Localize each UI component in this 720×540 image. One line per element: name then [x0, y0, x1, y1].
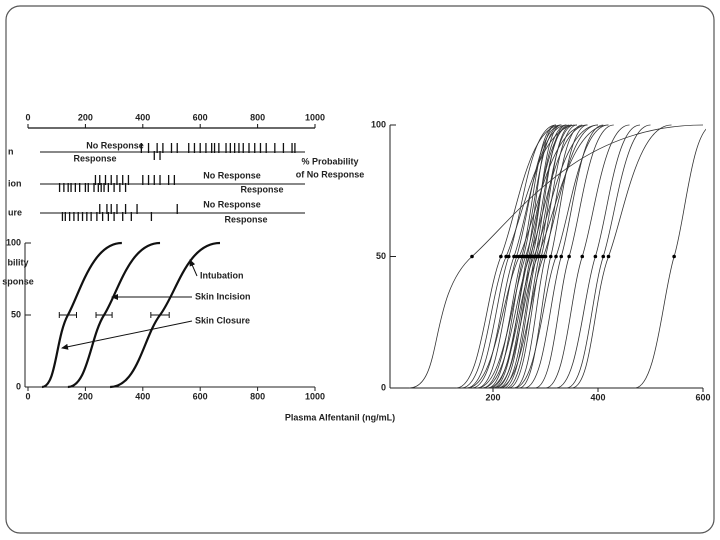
x-tick-label: 600 — [695, 392, 710, 402]
c50-point — [470, 254, 474, 259]
c50-point — [606, 254, 611, 259]
plot-area — [408, 124, 706, 389]
x-tick-label: 200 — [485, 392, 500, 402]
annotation-arrow — [61, 320, 193, 350]
y-tick-label: 0 — [16, 381, 21, 391]
lower-label: Response — [73, 153, 116, 163]
c50-point — [504, 254, 508, 259]
series-annotation: Skin Closure — [195, 315, 250, 325]
lower-label: Response — [240, 184, 283, 194]
c50-point — [554, 254, 558, 259]
c50-point — [559, 254, 564, 259]
upper-label: No Response — [86, 140, 144, 150]
y-axis-title: % Probability — [301, 156, 358, 166]
c50-point — [517, 254, 522, 259]
x-tick-label: 400 — [135, 112, 150, 122]
x-tick-label: 1000 — [305, 391, 325, 401]
c50-point — [514, 254, 519, 259]
row-label: ure — [8, 207, 22, 217]
lower-label: Response — [224, 214, 267, 224]
y-tick-label: 50 — [11, 309, 21, 319]
y-axis-title: of No Response — [296, 169, 365, 179]
x-tick-label: 800 — [250, 391, 265, 401]
c50-point — [580, 254, 585, 259]
c50-point — [672, 254, 676, 259]
y-tick-label: 0 — [381, 382, 386, 392]
upper-label: No Response — [203, 199, 261, 209]
y-tick-label: 100 — [6, 237, 21, 247]
y-axis-title: sponse — [2, 276, 34, 286]
slide-frame — [5, 5, 715, 534]
y-axis-title: bility — [7, 257, 28, 267]
x-tick-label: 0 — [25, 391, 30, 401]
upper-label: No Response — [203, 170, 261, 180]
row-label: ion — [8, 178, 22, 188]
row-label: n — [8, 146, 14, 156]
c50-point — [593, 254, 598, 259]
series-annotation: Intubation — [200, 270, 244, 280]
x-tick-label: 400 — [135, 391, 150, 401]
x-tick-label: 200 — [78, 112, 93, 122]
x-tick-label: 800 — [250, 112, 265, 122]
x-tick-label: 600 — [193, 112, 208, 122]
y-tick-label: 100 — [371, 119, 386, 129]
series-annotation: Skin Incision — [195, 291, 251, 301]
c50-point — [601, 254, 606, 259]
c50-point — [506, 254, 511, 259]
c50-point — [543, 254, 548, 259]
c50-point — [512, 254, 516, 259]
x-axis-title: Plasma Alfentanil (ng/mL) — [285, 412, 395, 422]
c50-point — [548, 254, 553, 259]
c50-point — [499, 254, 503, 259]
c50-point — [567, 254, 571, 259]
x-tick-label: 600 — [193, 391, 208, 401]
annotation-arrow — [189, 259, 198, 277]
x-tick-label: 1000 — [305, 112, 325, 122]
x-tick-label: 400 — [590, 392, 605, 402]
x-tick-label: 0 — [25, 112, 30, 122]
y-tick-label: 50 — [376, 251, 386, 261]
x-tick-label: 200 — [78, 391, 93, 401]
